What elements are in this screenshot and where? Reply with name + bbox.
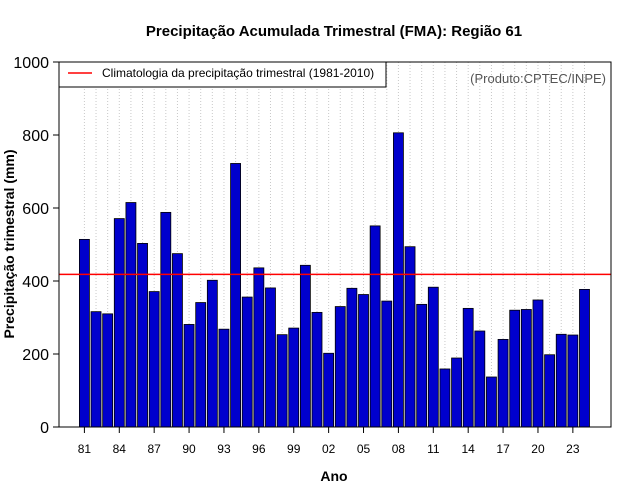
y-tick-label: 600 — [22, 201, 49, 218]
bar-1990 — [183, 324, 195, 428]
bar-1984 — [113, 218, 125, 428]
bar-2018 — [509, 309, 521, 428]
y-tick-label: 1000 — [13, 55, 49, 72]
bar-1982 — [90, 311, 102, 428]
x-tick-label: 05 — [357, 442, 371, 456]
bar-1993 — [218, 328, 230, 428]
bar-2001 — [311, 311, 323, 428]
legend-box — [58, 61, 387, 88]
bar-2023 — [567, 334, 579, 428]
x-tick-label: 96 — [252, 442, 266, 456]
bar-1994 — [230, 163, 241, 428]
x-tick-label: 90 — [182, 442, 196, 456]
y-axis-label: Precipitação trimestral (mm) — [1, 149, 17, 338]
x-axis-label: Ano — [320, 468, 347, 484]
bar-1992 — [206, 279, 218, 428]
bar-1988 — [160, 211, 172, 428]
x-tick-label: 17 — [496, 442, 510, 456]
bar-2015 — [474, 330, 486, 428]
x-tick-label: 08 — [392, 442, 406, 456]
bar-2003 — [334, 306, 346, 428]
bar-2012 — [439, 368, 451, 428]
bar-2000 — [299, 264, 311, 428]
bar-2011 — [427, 286, 439, 428]
bar-1981 — [79, 238, 90, 428]
bar-1996 — [253, 267, 265, 428]
bar-1983 — [102, 313, 114, 428]
x-tick-label: 02 — [322, 442, 336, 456]
bar-1989 — [172, 253, 183, 428]
y-tick-label: 800 — [22, 128, 49, 145]
bar-1999 — [288, 327, 300, 428]
bar-2021 — [544, 354, 555, 428]
bar-2010 — [416, 303, 428, 428]
chart-title: Precipitação Acumulada Trimestral (FMA):… — [146, 23, 522, 40]
bar-2019 — [520, 309, 532, 428]
bar-2022 — [555, 333, 567, 428]
bar-2002 — [323, 352, 335, 428]
bar-2017 — [497, 338, 509, 428]
x-tick-label: 87 — [148, 442, 162, 456]
x-tick-label: 81 — [78, 442, 92, 456]
bar-2013 — [451, 357, 462, 428]
y-tick-label: 0 — [40, 420, 49, 437]
y-tick-label: 400 — [22, 274, 49, 291]
x-axis: 81 84 87 90 93 96 99 02 05 08 11 14 17 20 23 — [78, 427, 580, 456]
bar-1987 — [148, 291, 160, 428]
bar-2020 — [532, 299, 544, 428]
bar-2014 — [462, 307, 474, 428]
bar-2008 — [393, 132, 404, 428]
bar-2005 — [358, 294, 369, 428]
x-tick-label: 23 — [566, 442, 580, 456]
legend-label: Climatologia da precipitação trimestral … — [102, 66, 374, 80]
bar-1985 — [125, 202, 137, 428]
x-tick-label: 20 — [531, 442, 545, 456]
x-tick-label: 14 — [462, 442, 476, 456]
bar-2024 — [579, 288, 590, 428]
bar-2007 — [381, 300, 393, 428]
bar-1995 — [241, 296, 253, 428]
bar-1998 — [276, 334, 288, 428]
x-tick-label: 93 — [217, 442, 231, 456]
x-tick-label: 84 — [113, 442, 127, 456]
legend: Climatologia da precipitação trimestral … — [58, 61, 387, 88]
x-tick-label: 11 — [427, 442, 440, 456]
bar-series — [79, 132, 590, 428]
credit-text: (Produto:CPTEC/INPE) — [470, 71, 606, 86]
bar-2004 — [346, 287, 358, 428]
y-axis: 0 200 400 600 800 1000 — [13, 55, 59, 437]
bar-1991 — [195, 302, 207, 428]
bar-1997 — [265, 287, 276, 428]
bar-1986 — [137, 243, 148, 428]
bar-2016 — [486, 376, 497, 428]
vertical-gridlines — [83, 62, 585, 427]
bar-2006 — [369, 225, 381, 428]
x-tick-label: 99 — [287, 442, 301, 456]
y-tick-label: 200 — [22, 347, 49, 364]
